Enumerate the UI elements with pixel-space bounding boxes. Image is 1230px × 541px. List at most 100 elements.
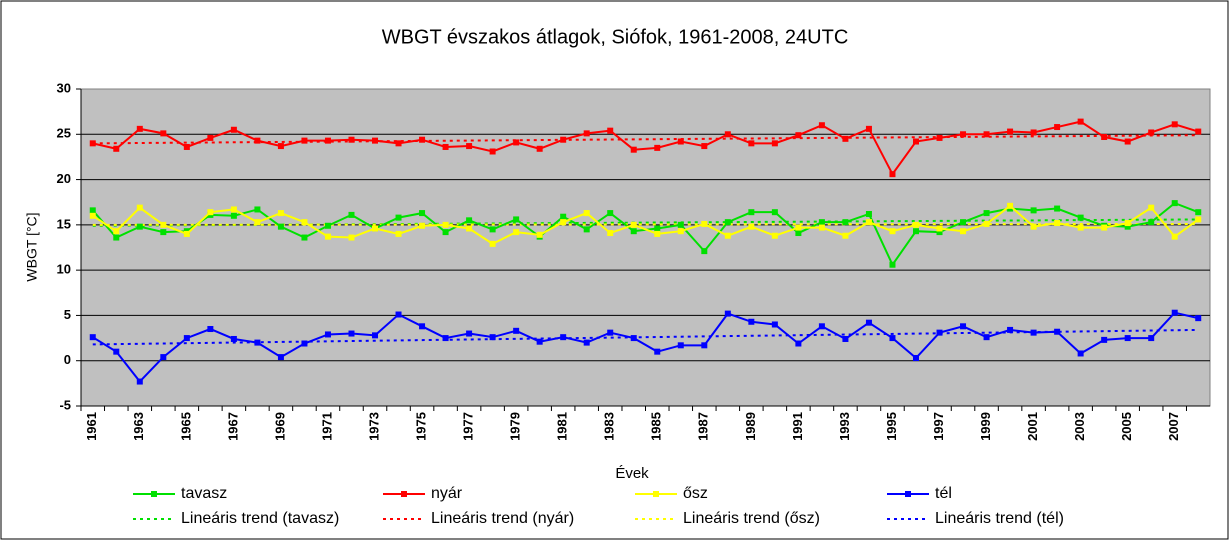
point-marker bbox=[230, 335, 237, 342]
point-marker bbox=[748, 209, 755, 216]
point-marker bbox=[301, 137, 308, 144]
point-marker bbox=[912, 228, 919, 235]
point-marker bbox=[912, 221, 919, 228]
x-tick-label: 1991 bbox=[790, 412, 805, 441]
point-marker bbox=[677, 342, 684, 349]
y-axis-label: WBGT [°C] bbox=[24, 212, 40, 281]
legend-label: Lineáris trend (ősz) bbox=[683, 510, 820, 527]
point-marker bbox=[960, 219, 967, 226]
point-marker bbox=[466, 330, 473, 337]
point-marker bbox=[1101, 224, 1108, 231]
point-marker bbox=[1195, 216, 1202, 223]
point-marker bbox=[1030, 207, 1037, 214]
point-marker bbox=[348, 211, 355, 218]
point-marker bbox=[1124, 220, 1131, 227]
point-marker bbox=[348, 234, 355, 241]
series-line bbox=[92, 204, 1199, 246]
point-marker bbox=[372, 332, 379, 339]
point-marker bbox=[1077, 350, 1084, 357]
point-marker bbox=[1007, 128, 1014, 135]
legend-label: Lineáris trend (tél) bbox=[935, 510, 1064, 527]
point-marker bbox=[795, 340, 802, 347]
point-marker bbox=[724, 232, 731, 239]
point-marker bbox=[889, 335, 896, 342]
point-marker bbox=[842, 232, 849, 239]
point-marker bbox=[89, 140, 96, 147]
point-marker bbox=[724, 131, 731, 138]
point-marker bbox=[395, 214, 402, 221]
point-marker bbox=[1007, 202, 1014, 209]
x-tick-label: 1971 bbox=[319, 412, 334, 441]
point-marker bbox=[842, 335, 849, 342]
point-marker bbox=[160, 221, 167, 228]
point-marker bbox=[583, 226, 590, 233]
point-marker bbox=[1124, 223, 1131, 230]
point-marker bbox=[466, 143, 473, 150]
point-marker bbox=[960, 323, 967, 330]
y-tick-label: 5 bbox=[64, 307, 71, 322]
point-marker bbox=[113, 234, 120, 241]
point-marker bbox=[960, 228, 967, 235]
point-marker bbox=[889, 171, 896, 178]
x-tick-label: 1967 bbox=[225, 412, 240, 441]
point-marker bbox=[466, 217, 473, 224]
point-marker bbox=[1054, 124, 1061, 131]
x-tick-label: 1963 bbox=[131, 412, 146, 441]
point-marker bbox=[583, 210, 590, 217]
point-marker bbox=[513, 139, 520, 146]
point-marker bbox=[818, 323, 825, 330]
point-marker bbox=[277, 354, 284, 361]
point-marker bbox=[630, 146, 637, 153]
series-line bbox=[92, 120, 1199, 177]
point-marker bbox=[936, 134, 943, 141]
x-tick-label: 1965 bbox=[178, 412, 193, 441]
point-marker bbox=[89, 212, 96, 219]
point-marker bbox=[630, 335, 637, 342]
point-marker bbox=[1148, 204, 1155, 211]
point-marker bbox=[442, 229, 449, 236]
x-tick-label: 2007 bbox=[1166, 412, 1181, 441]
point-marker bbox=[395, 311, 402, 318]
point-marker bbox=[818, 122, 825, 129]
point-marker bbox=[324, 137, 331, 144]
point-marker bbox=[254, 219, 261, 226]
x-tick-label: 1961 bbox=[84, 412, 99, 441]
point-marker bbox=[207, 209, 214, 216]
point-marker bbox=[583, 130, 590, 137]
point-marker bbox=[560, 136, 567, 143]
legend-label: tavasz bbox=[181, 485, 227, 502]
point-marker bbox=[324, 222, 331, 229]
point-marker bbox=[936, 329, 943, 336]
point-marker bbox=[983, 210, 990, 217]
point-marker bbox=[912, 354, 919, 361]
point-marker bbox=[701, 248, 708, 255]
point-marker bbox=[607, 127, 614, 134]
point-marker bbox=[348, 136, 355, 143]
x-tick-label: 2005 bbox=[1119, 412, 1134, 441]
point-marker bbox=[818, 219, 825, 226]
point-marker bbox=[912, 138, 919, 145]
point-marker bbox=[936, 225, 943, 232]
point-marker bbox=[1148, 219, 1155, 226]
point-marker bbox=[301, 234, 308, 241]
point-marker bbox=[677, 228, 684, 235]
point-marker bbox=[419, 210, 426, 217]
legend-marker bbox=[653, 491, 659, 497]
point-marker bbox=[536, 145, 543, 152]
y-tick-label: 15 bbox=[57, 216, 71, 231]
point-marker bbox=[1101, 336, 1108, 343]
x-tick-label: 1989 bbox=[743, 412, 758, 441]
point-marker bbox=[301, 219, 308, 226]
point-marker bbox=[254, 206, 261, 213]
point-marker bbox=[654, 225, 661, 232]
trend-line bbox=[92, 134, 1199, 145]
point-marker bbox=[889, 228, 896, 235]
x-tick-label: 1981 bbox=[555, 412, 570, 441]
point-marker bbox=[372, 225, 379, 232]
y-tick-label: 0 bbox=[64, 352, 71, 367]
point-marker bbox=[113, 145, 120, 152]
point-marker bbox=[1124, 335, 1131, 342]
point-marker bbox=[489, 334, 496, 341]
point-marker bbox=[183, 143, 190, 150]
